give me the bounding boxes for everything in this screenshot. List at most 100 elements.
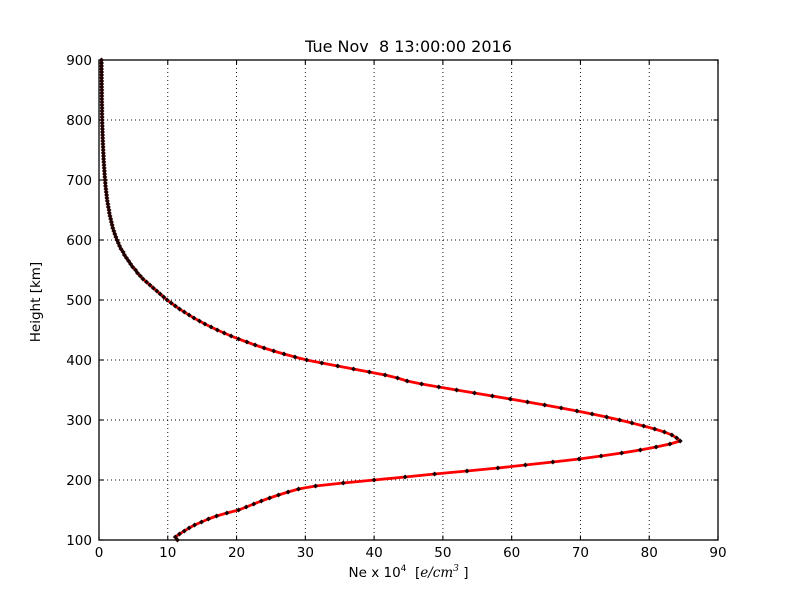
data-marker-diamond — [100, 138, 106, 144]
data-marker-diamond — [191, 315, 197, 321]
data-marker-diamond — [267, 495, 273, 501]
data-marker-diamond — [522, 462, 528, 468]
data-marker-diamond — [432, 471, 438, 477]
data-marker-diamond — [172, 534, 178, 540]
data-marker-diamond — [177, 306, 182, 312]
data-marker-diamond — [489, 393, 495, 399]
data-marker-diamond — [236, 507, 242, 513]
x-axis-unit-open: [ — [406, 565, 421, 581]
data-marker-diamond — [99, 90, 105, 96]
x-tick-label: 20 — [228, 545, 245, 561]
data-marker-diamond — [598, 453, 604, 459]
data-marker-diamond — [243, 504, 249, 510]
data-marker-diamond — [99, 117, 105, 123]
data-marker-diamond — [102, 171, 108, 177]
data-marker-diamond — [126, 258, 132, 264]
data-marker-diamond — [101, 168, 107, 174]
data-marker-diamond — [103, 183, 108, 189]
data-marker-diamond — [174, 537, 180, 543]
data-marker-diamond — [576, 456, 582, 462]
data-marker-diamond — [366, 369, 372, 375]
data-marker-diamond — [100, 129, 105, 135]
data-marker-diamond — [677, 438, 683, 444]
y-axis-label: Height [km] — [28, 261, 44, 343]
data-marker-diamond — [161, 294, 167, 300]
data-marker-diamond — [102, 180, 108, 186]
data-marker-diamond — [221, 330, 227, 336]
data-marker-diamond — [177, 531, 182, 537]
x-axis-label-exponent: 4 — [400, 564, 407, 574]
data-marker-diamond — [99, 60, 104, 66]
data-marker-diamond — [436, 384, 442, 390]
data-marker-diamond — [99, 108, 105, 114]
data-marker-diamond — [224, 510, 230, 516]
data-marker-diamond — [99, 78, 105, 84]
data-marker-diamond — [296, 486, 301, 492]
data-marker-diamond — [99, 114, 105, 120]
data-marker-diamond — [140, 276, 146, 282]
data-marker-diamond — [292, 354, 298, 360]
data-marker-diamond — [102, 174, 108, 180]
data-marker-diamond — [181, 528, 187, 534]
data-marker-diamond — [402, 474, 408, 480]
data-marker-diamond — [208, 324, 214, 330]
data-marker-diamond — [99, 57, 104, 63]
data-marker-diamond — [103, 186, 109, 192]
x-tick-label: 50 — [434, 545, 451, 561]
data-marker-diamond — [133, 267, 138, 273]
data-marker-diamond — [495, 465, 501, 471]
data-marker-diamond — [157, 291, 163, 297]
data-marker-diamond — [104, 195, 110, 201]
data-marker-diamond — [186, 525, 192, 531]
y-tick-label: 900 — [66, 53, 92, 69]
curve-electron-density — [100, 58, 682, 542]
data-marker-diamond — [205, 516, 211, 522]
data-marker-diamond — [251, 501, 257, 507]
data-marker-diamond — [101, 156, 107, 162]
data-marker-diamond — [100, 135, 106, 141]
data-marker-diamond — [319, 360, 325, 366]
y-tick-label: 600 — [66, 233, 92, 249]
data-marker-diamond — [371, 477, 377, 483]
x-tick-label: 80 — [641, 545, 658, 561]
data-marker-diamond — [382, 372, 388, 378]
y-tick-label: 200 — [66, 473, 92, 489]
x-tick-label: 10 — [159, 545, 176, 561]
data-marker-diamond — [196, 318, 202, 324]
y-tick-label: 300 — [66, 413, 92, 429]
data-marker-diamond — [574, 408, 580, 414]
data-marker-diamond — [313, 483, 319, 489]
data-marker-diamond — [99, 72, 105, 78]
x-tick-label: 70 — [572, 545, 589, 561]
data-marker-diamond — [99, 84, 105, 90]
data-marker-diamond — [652, 426, 658, 432]
y-tick-label: 800 — [66, 113, 92, 129]
data-marker-diamond — [637, 447, 643, 453]
data-marker-diamond — [589, 411, 595, 417]
x-axis-unit-math: e/cm — [420, 565, 454, 581]
data-marker-diamond — [604, 414, 610, 420]
data-marker-diamond — [617, 417, 623, 423]
data-marker-diamond — [104, 198, 110, 204]
data-marker-diamond — [629, 420, 635, 426]
data-marker-diamond — [100, 144, 106, 150]
data-marker-diamond — [99, 81, 105, 87]
data-marker-diamond — [104, 192, 110, 198]
data-marker-diamond — [168, 300, 174, 306]
data-marker-diamond — [653, 444, 659, 450]
data-marker-diamond — [507, 396, 513, 402]
data-marker-diamond — [525, 399, 530, 405]
data-marker-diamond — [154, 288, 160, 294]
data-marker-diamond — [669, 432, 675, 438]
y-tick-label: 700 — [66, 173, 92, 189]
data-marker-diamond — [137, 273, 143, 279]
data-marker-diamond — [202, 321, 208, 327]
data-marker-diamond — [164, 297, 170, 303]
data-marker-diamond — [186, 312, 192, 318]
data-marker-diamond — [100, 132, 106, 138]
data-marker-diamond — [147, 282, 153, 288]
data-marker-diamond — [619, 450, 625, 456]
data-marker-diamond — [99, 105, 105, 111]
